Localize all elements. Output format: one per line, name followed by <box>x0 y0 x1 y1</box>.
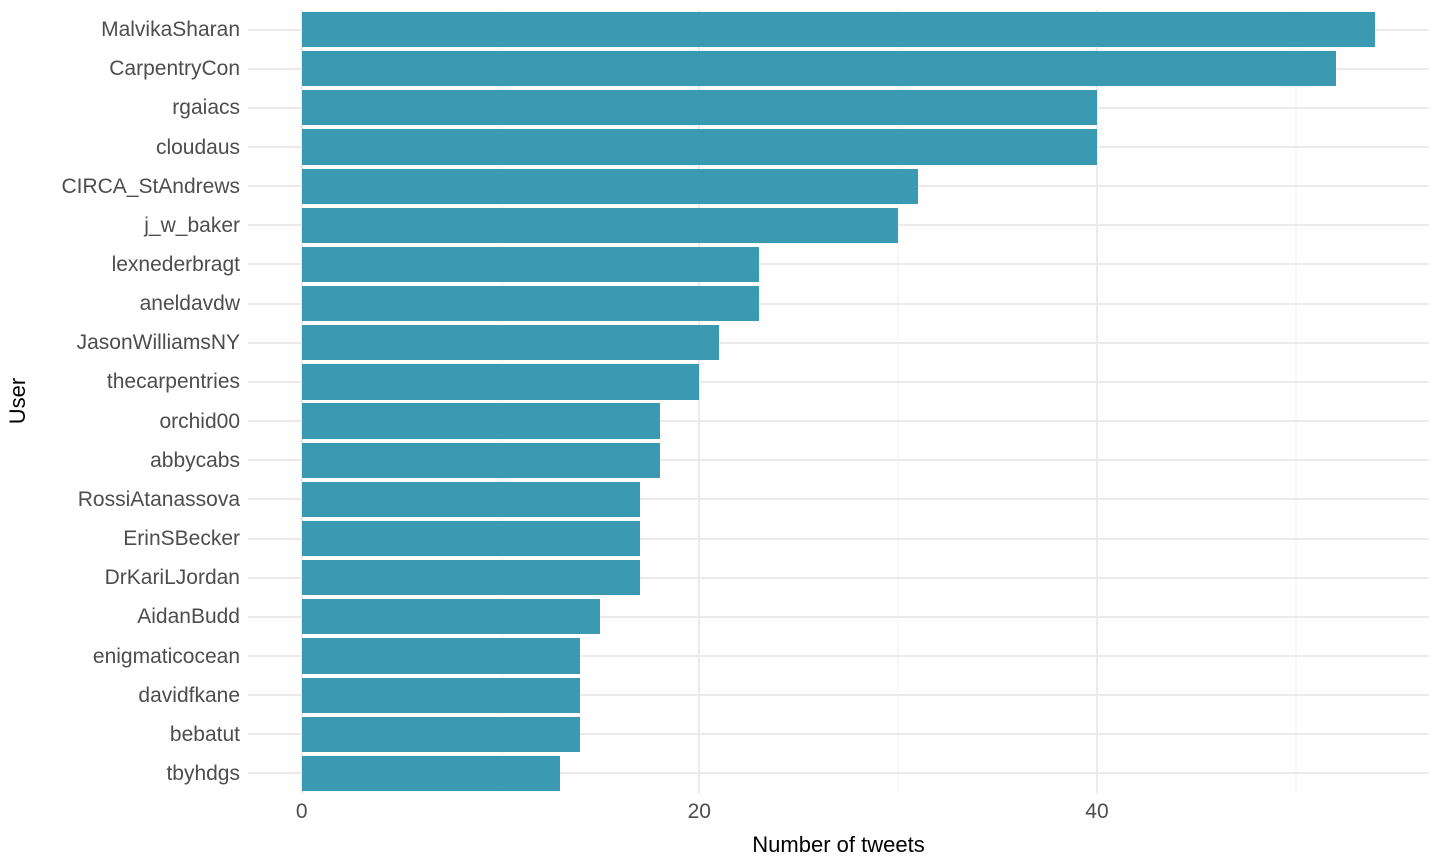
y-axis-label: AidanBudd <box>137 605 240 629</box>
vertical-gridline-minor <box>1295 10 1297 793</box>
bar <box>301 129 1097 165</box>
y-axis-label: davidfkane <box>138 683 240 707</box>
horizontal-gridline <box>248 772 1429 775</box>
bar <box>301 755 561 792</box>
y-axis-label: CIRCA_StAndrews <box>61 174 240 198</box>
bar <box>301 90 1097 126</box>
x-tick-label: 0 <box>295 800 308 823</box>
x-tick-label: 20 <box>687 800 711 823</box>
bar <box>301 325 720 361</box>
y-axis-label: enigmaticocean <box>92 644 240 668</box>
horizontal-gridline <box>248 420 1429 423</box>
y-axis-label: thecarpentries <box>106 370 240 394</box>
bar <box>301 207 899 243</box>
y-axis-label: lexnederbragt <box>111 253 240 277</box>
horizontal-gridline <box>248 615 1429 618</box>
bar <box>301 168 919 204</box>
vertical-gridline-major <box>698 10 701 793</box>
bar <box>301 403 660 439</box>
x-tick-label: 40 <box>1085 800 1109 823</box>
horizontal-gridline <box>248 341 1429 344</box>
bar <box>301 520 640 557</box>
vertical-gridline-major <box>300 10 303 793</box>
bar <box>301 716 581 752</box>
bar <box>301 11 1376 48</box>
bar <box>301 51 1336 87</box>
y-axis-label: rgaiacs <box>172 96 240 120</box>
horizontal-gridline <box>248 498 1429 501</box>
horizontal-gridline <box>248 263 1429 266</box>
horizontal-gridline <box>248 302 1429 305</box>
bar <box>301 560 640 596</box>
y-axis-label: JasonWilliamsNY <box>76 331 240 355</box>
y-axis-labels: MalvikaSharan CarpentryCon rgaiacs cloudaus… <box>0 10 240 793</box>
y-axis-label: DrKariLJordan <box>104 566 240 590</box>
horizontal-gridline <box>248 459 1429 462</box>
horizontal-gridline <box>248 654 1429 657</box>
horizontal-gridline <box>248 694 1429 697</box>
y-axis-label: RossiAtanassova <box>77 487 240 511</box>
y-axis-label: orchid00 <box>159 409 240 433</box>
y-axis-label: j_w_baker <box>144 213 240 237</box>
y-axis-label: tbyhdgs <box>166 762 240 786</box>
y-axis-label: aneldavdw <box>139 292 240 316</box>
vertical-gridline-minor <box>897 10 899 793</box>
horizontal-gridline <box>248 537 1429 540</box>
vertical-gridline-major <box>1095 10 1098 793</box>
y-axis-label: bebatut <box>169 722 240 746</box>
bar <box>301 246 759 283</box>
plot-panel <box>248 10 1429 793</box>
y-axis-label: cloudaus <box>155 135 240 159</box>
y-axis-label: MalvikaSharan <box>101 18 240 42</box>
bar <box>301 364 700 400</box>
bar <box>301 481 640 517</box>
x-axis-title: Number of tweets <box>752 832 925 857</box>
bar <box>301 638 581 674</box>
y-axis-label: ErinSBecker <box>123 527 240 551</box>
bar <box>301 599 600 635</box>
bar <box>301 677 581 713</box>
x-axis-ticks: 0 20 40 <box>248 799 1429 825</box>
horizontal-gridline <box>248 576 1429 579</box>
horizontal-gridline <box>248 380 1429 383</box>
y-axis-label: abbycabs <box>150 448 240 472</box>
vertical-gridline-minor <box>500 10 501 793</box>
bar <box>301 442 660 478</box>
bar <box>301 286 759 322</box>
horizontal-gridline <box>248 733 1429 736</box>
y-axis-label: CarpentryCon <box>109 57 240 81</box>
